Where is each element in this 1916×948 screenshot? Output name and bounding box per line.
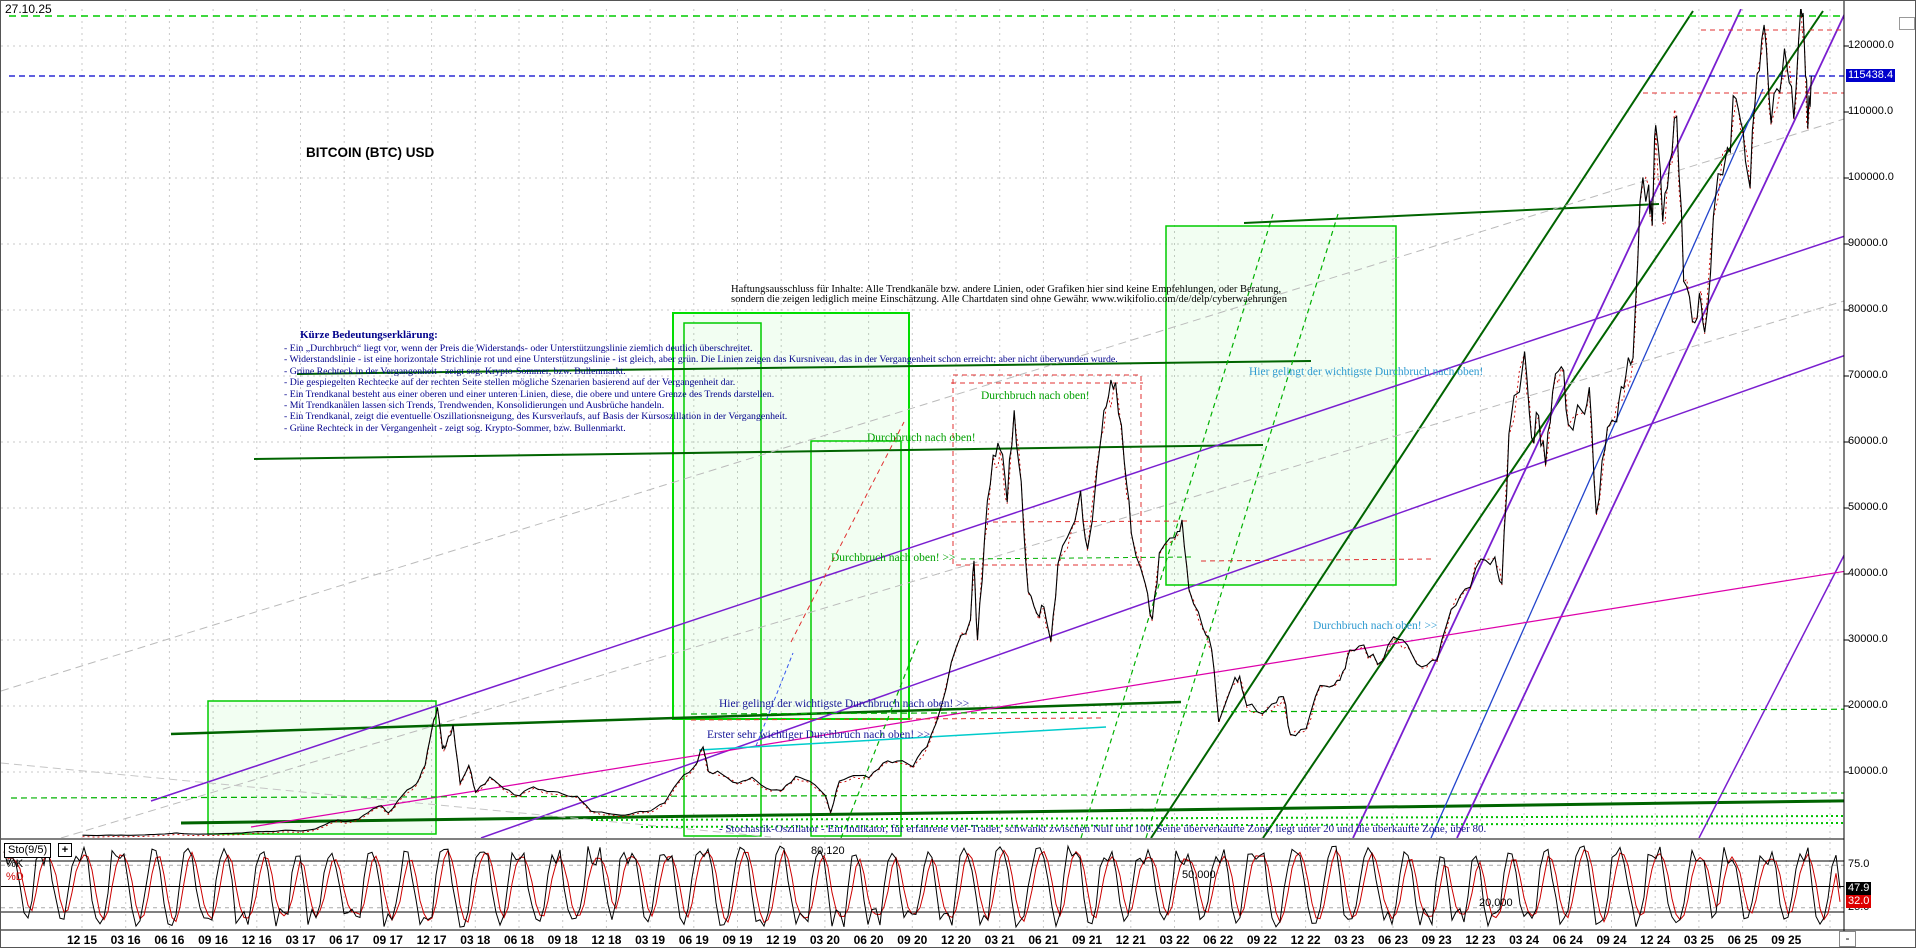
date-axis-label: 03 23	[1334, 933, 1365, 947]
date-axis-label: 12 15	[66, 933, 98, 947]
date-axis-label: 12 23	[1465, 933, 1496, 947]
legend-line: - Ein Trendkanal, zeigt die eventuelle O…	[284, 411, 788, 423]
chart-date: 27.10.25	[5, 2, 52, 16]
date-axis-label: 09 18	[547, 933, 578, 947]
date-axis-label: 06 19	[678, 933, 709, 947]
legend-block: Kürze Bedeutungserklärung: - Ein „Durchb…	[284, 329, 1118, 434]
annotation-text: Durchbruch nach oben! >>	[831, 552, 956, 564]
zoom-out-button[interactable]: -	[1839, 931, 1856, 947]
page-title: BITCOIN (BTC) USD	[306, 145, 435, 160]
annotation-text: Hier gelingt der wichtigste Durchbruch n…	[1249, 366, 1484, 378]
legend-line: - Ein „Durchbruch“ liegt vor, wenn der P…	[284, 343, 753, 354]
date-axis-label: 06 17	[329, 933, 360, 947]
date-axis-label: 03 16	[110, 933, 141, 947]
date-axis-label: 09 19	[722, 933, 753, 947]
legend-lines: - Ein „Durchbruch“ liegt vor, wenn der P…	[284, 343, 1118, 434]
price-axis-label: 10000.0	[1848, 765, 1888, 777]
current-price-tag: 115438.4	[1846, 69, 1896, 82]
date-axis-label: 12 18	[591, 933, 622, 947]
disclaimer-line-1: Haftungsausschluss für Inhalte: Alle Tre…	[731, 284, 1282, 295]
price-axis-label: 60000.0	[1848, 435, 1888, 447]
percent-d-label: %D	[6, 871, 24, 883]
date-axis-label: 06 22	[1203, 933, 1234, 947]
annotation-text: Durchbruch nach oben!	[867, 432, 976, 444]
date-axis-label: 12 22	[1290, 933, 1321, 947]
oscillator-axis-label: 75.0	[1848, 858, 1870, 871]
date-axis-label: 03 18	[460, 933, 491, 947]
date-axis-label: 12 21	[1115, 933, 1146, 947]
annotation-text: Durchbruch nach oben! >>	[1313, 620, 1438, 632]
oscillator-level-label: 20,000	[1479, 897, 1513, 909]
oscillator-current-d: 32.0	[1846, 895, 1872, 908]
price-axis-label: 120000.0	[1848, 39, 1894, 51]
date-axis-label: 03 19	[635, 933, 666, 947]
price-axis-label: 30000.0	[1848, 633, 1888, 645]
date-axis-label: 03 24	[1509, 933, 1540, 947]
legend-line: - Mit Trendkanälen lassen sich Trends, T…	[284, 400, 665, 412]
date-axis-label: 12 16	[241, 933, 272, 947]
price-axis-label: 110000.0	[1848, 105, 1894, 117]
legend-title: Kürze Bedeutungserklärung:	[300, 329, 438, 341]
disclaimer-line-2: sondern die zeigen lediglich meine Einsc…	[731, 294, 1287, 305]
price-axis-label: 50000.0	[1848, 501, 1888, 513]
price-axis-label: 40000.0	[1848, 567, 1888, 579]
price-axis-label: 100000.0	[1848, 171, 1894, 183]
indicator-expand-button[interactable]: +	[58, 843, 72, 857]
date-axis-label: 12 24	[1640, 933, 1671, 947]
date-axis-label: 06 24	[1552, 933, 1583, 947]
date-axis-label: 09 24	[1596, 933, 1627, 947]
legend-line: - Grüne Rechteck in der Vergangenheit - …	[284, 365, 626, 377]
date-axis-label: 06 16	[154, 933, 185, 947]
date-axis-label: 06 18	[503, 933, 535, 947]
date-axis-label: 12 19	[766, 933, 797, 947]
date-axis-label: 06 20	[853, 933, 884, 947]
percent-k-label: %K	[6, 858, 24, 870]
date-axis-label: 03 17	[285, 933, 316, 947]
annotation-text: Hier gelingt der wichtigste Durchbruch n…	[719, 698, 970, 710]
price-axis-label: 90000.0	[1848, 237, 1888, 249]
date-axis-label: 09 22	[1246, 933, 1277, 947]
date-axis-label: 09 21	[1072, 933, 1103, 947]
date-axis-label: 03 21	[984, 933, 1015, 947]
legend-line: - Die gespiegelten Rechtecke auf der rec…	[284, 377, 736, 389]
legend-line: - Grüne Rechteck in der Vergangenheit - …	[284, 422, 626, 434]
oscillator-level-label: 80,120	[811, 845, 845, 857]
annotation-text: Erster sehr wichtiger Durchbruch nach ob…	[707, 729, 931, 741]
stochastic-indicator-label[interactable]: Sto(9/5)	[4, 843, 52, 858]
date-axis-label: 09 16	[198, 933, 229, 947]
price-axis-label: 70000.0	[1848, 369, 1888, 381]
date-axis-label: 09 17	[372, 933, 403, 947]
date-axis-label: 03 25	[1683, 933, 1714, 947]
stochastic-note: - Stochastik-Oszillator - Ein Indikator,…	[719, 823, 1487, 835]
date-axis-label: 03 20	[809, 933, 840, 947]
date-axis-label: 03 22	[1159, 933, 1190, 947]
legend-line: - Widerstandslinie - ist eine horizontal…	[284, 354, 1118, 366]
date-axis-label: 12 17	[416, 933, 447, 947]
date-axis-label: 12 20	[940, 933, 972, 947]
annotation-text: Durchbruch nach oben!	[981, 390, 1090, 402]
date-axis-label: 06 21	[1028, 933, 1059, 947]
date-axis-label: 09 25	[1771, 933, 1802, 947]
price-axis-label: 80000.0	[1848, 303, 1888, 315]
date-axis-label: 06 23	[1377, 933, 1409, 947]
date-axis-label: 09 23	[1421, 933, 1452, 947]
price-axis-label: 20000.0	[1848, 699, 1888, 711]
date-axis-label: 06 25	[1727, 933, 1758, 947]
oscillator-current-k: 47.9	[1846, 882, 1872, 895]
scroll-handle[interactable]	[1899, 17, 1915, 30]
legend-line: - Ein Trendkanal besteht aus einer obere…	[284, 388, 775, 400]
date-axis-label: 09 20	[897, 933, 928, 947]
oscillator-level-label: 50,000	[1182, 869, 1216, 881]
